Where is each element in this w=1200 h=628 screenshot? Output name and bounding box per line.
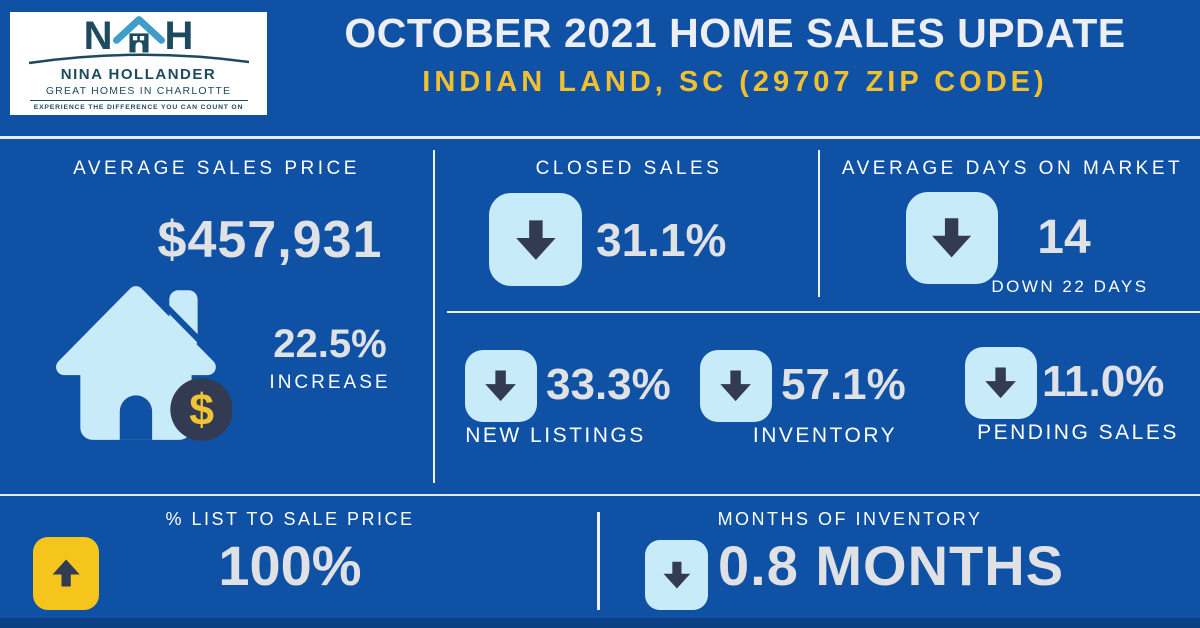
pending-sales-down-arrow-icon bbox=[965, 347, 1037, 419]
pending-sales-value: 11.0% bbox=[1042, 357, 1165, 406]
inventory-down-arrow-icon bbox=[700, 350, 772, 422]
list-to-sale-label: % LIST TO SALE PRICE bbox=[165, 509, 415, 529]
inventory-value: 57.1% bbox=[781, 360, 906, 409]
divider-bottom-vertical bbox=[597, 512, 600, 610]
avg-sales-price-value: $457,931 bbox=[157, 211, 383, 269]
new-listings-value: 33.3% bbox=[546, 360, 671, 409]
divider-middle-horizontal bbox=[447, 311, 1200, 313]
logo-house-icon bbox=[112, 16, 165, 53]
logo-letter-h: H bbox=[164, 14, 194, 58]
avg-days-down-arrow-icon bbox=[906, 192, 998, 284]
header-title-block: OCTOBER 2021 HOME SALES UPDATE INDIAN LA… bbox=[285, 10, 1185, 99]
logo-motto: EXPERIENCE THE DIFFERENCE YOU CAN COUNT … bbox=[33, 104, 244, 111]
footer-strip bbox=[0, 618, 1200, 628]
list-to-sale-up-arrow-icon bbox=[33, 537, 99, 610]
divider-bottom bbox=[0, 494, 1200, 496]
logo-tagline: GREAT HOMES IN CHARLOTTE bbox=[45, 85, 232, 97]
divider-header bbox=[0, 136, 1200, 139]
closed-sales-label: CLOSED SALES bbox=[535, 158, 723, 179]
logo-rule bbox=[29, 100, 248, 101]
logo-monogram: N H bbox=[84, 16, 194, 56]
avg-days-on-market-label: AVERAGE DAYS ON MARKET bbox=[841, 158, 1184, 179]
months-of-inventory-label: MONTHS OF INVENTORY bbox=[717, 509, 983, 529]
logo: N H NINA HOLLANDER GREAT HOMES IN CHARLO… bbox=[10, 12, 267, 115]
inventory-label: INVENTORY bbox=[752, 424, 898, 447]
avg-days-on-market-value: 14 bbox=[1037, 211, 1091, 264]
avg-sales-price-label: AVERAGE SALES PRICE bbox=[73, 158, 360, 179]
divider-vertical-right bbox=[818, 150, 820, 297]
logo-swoosh bbox=[28, 53, 249, 65]
page-title: OCTOBER 2021 HOME SALES UPDATE bbox=[344, 10, 1126, 56]
new-listings-down-arrow-icon bbox=[465, 350, 537, 422]
page-subtitle: INDIAN LAND, SC (29707 ZIP CODE) bbox=[422, 66, 1048, 98]
list-to-sale-value: 100% bbox=[218, 534, 362, 597]
increase-value: 22.5% bbox=[273, 322, 387, 366]
avg-days-on-market-note: DOWN 22 DAYS bbox=[991, 277, 1149, 296]
logo-name: NINA HOLLANDER bbox=[60, 66, 217, 83]
months-of-inventory-down-arrow-icon bbox=[645, 540, 708, 610]
increase-label: INCREASE bbox=[269, 372, 391, 393]
closed-sales-down-arrow-icon bbox=[489, 193, 582, 286]
new-listings-label: NEW LISTINGS bbox=[465, 424, 646, 447]
closed-sales-value: 31.1% bbox=[596, 214, 727, 266]
house-dollar-icon: $ bbox=[56, 283, 232, 441]
dollar-badge: $ bbox=[170, 378, 232, 441]
pending-sales-label: PENDING SALES bbox=[977, 421, 1179, 444]
dollar-symbol: $ bbox=[189, 386, 214, 435]
divider-vertical-left bbox=[433, 150, 435, 483]
months-of-inventory-value: 0.8 MONTHS bbox=[718, 534, 1065, 597]
logo-letter-n: N bbox=[83, 14, 113, 58]
